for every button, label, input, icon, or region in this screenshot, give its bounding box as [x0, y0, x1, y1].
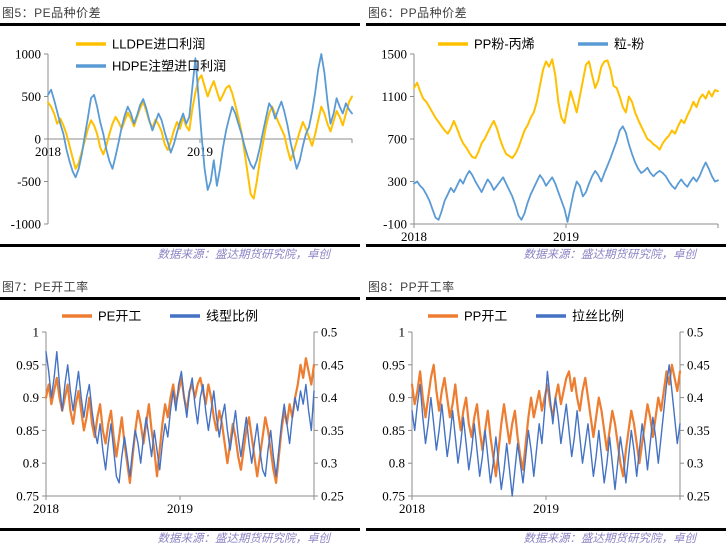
series-line-0 — [413, 58, 719, 160]
legend-label: LLDPE进口利润 — [112, 37, 205, 52]
x-axis-tick-label: 2019 — [167, 501, 193, 516]
y-axis-tick-label: 0 — [35, 132, 42, 147]
y-axis-tick-label: 1 — [33, 325, 40, 340]
figure-panel-pp-operating-rate: 图8：PP开工率 1 0.95 0.9 0.85 0.8 0.75 0.5 0.45 0.4 0.… — [366, 277, 726, 549]
series-line-0 — [47, 74, 353, 200]
footer-rule — [366, 244, 726, 247]
y-axis-tick-label: 0.75 — [16, 489, 39, 504]
figure-title: 图7：PE开工率 — [2, 280, 89, 294]
x-axis-tick-label: 2018 — [401, 229, 427, 244]
y-axis-tick-label: 0.25 — [687, 489, 710, 504]
legend-label: 拉丝比例 — [572, 309, 624, 324]
data-source-text: 数据来源：盛达期货研究院，卓创 — [157, 533, 331, 545]
footer-rule — [0, 528, 360, 531]
x-axis-tick-label: 2019 — [553, 229, 579, 244]
y-axis-tick-label: 0.35 — [687, 423, 710, 438]
pe-operating-rate-chart: 1 0.95 0.9 0.85 0.8 0.75 0.5 0.45 0.4 0.35 0.3 0.25… — [0, 300, 363, 528]
pp-operating-rate-chart: 1 0.95 0.9 0.85 0.8 0.75 0.5 0.45 0.4 0.35 0.3 0.25… — [366, 300, 726, 528]
figure-panel-pe-operating-rate: 图7：PE开工率 1 0.95 0.9 0.85 0.8 0.75 0.5 0.45 0.4 0.… — [0, 277, 363, 549]
series-line-1 — [47, 53, 353, 191]
y-axis-tick-label: 0.9 — [389, 390, 405, 405]
y-axis-tick-label: 0.5 — [687, 325, 703, 340]
figure-panel-pe-price-spread: 图5：PE品种价差 1000 500 0 -500 -1000 2018 2019 LLDPE… — [0, 3, 363, 265]
y-axis-tick-label: 0.25 — [321, 489, 344, 504]
legend-label: PP开工 — [464, 309, 507, 324]
y-axis-tick-label: 500 — [22, 89, 42, 104]
y-axis-tick-label: -1000 — [11, 217, 41, 232]
y-axis-tick-label: 1 — [399, 325, 406, 340]
y-axis-tick-label: 1100 — [381, 89, 407, 104]
legend-label: PP粉-丙烯 — [474, 37, 535, 52]
data-source-text: 数据来源：盛达期货研究院，卓创 — [157, 249, 331, 261]
y-axis-tick-label: 0.9 — [23, 390, 39, 405]
series-line-1 — [45, 351, 315, 484]
title-rule — [0, 23, 360, 26]
figure-grid: 图5：PE品种价差 1000 500 0 -500 -1000 2018 2019 LLDPE… — [0, 3, 726, 549]
y-axis-tick-label: 1500 — [381, 47, 407, 62]
y-axis-tick-label: 0.45 — [687, 357, 710, 372]
y-axis-tick-label: 700 — [388, 132, 408, 147]
x-axis-tick-label: 2019 — [187, 144, 213, 159]
y-axis-tick-label: 1000 — [15, 47, 41, 62]
pe-price-spread-chart: 1000 500 0 -500 -1000 2018 2019 LLDPE进口利润 HDPE注塑… — [0, 26, 363, 244]
y-axis-tick-label: 0.35 — [321, 423, 344, 438]
figure-panel-pp-price-spread: 图6：PP品种价差 1500 1100 700 300 -100 2018 2019 PP粉-… — [366, 3, 726, 265]
footer-rule — [366, 528, 726, 531]
y-axis-tick-label: 0.45 — [321, 357, 344, 372]
y-axis-tick-label: 0.95 — [16, 357, 39, 372]
y-axis-tick-label: -500 — [17, 174, 41, 189]
y-axis-tick-label: 0.3 — [687, 456, 703, 471]
legend-label: PE开工 — [98, 309, 141, 324]
legend-label: 粒-粉 — [614, 37, 644, 52]
y-axis-tick-label: 0.95 — [382, 357, 405, 372]
y-axis-tick-label: 0.75 — [382, 489, 405, 504]
legend-label: HDPE注塑进口利润 — [112, 59, 226, 74]
footer-rule — [0, 244, 360, 247]
y-axis-tick-label: 0.3 — [321, 456, 337, 471]
figure-title: 图8：PP开工率 — [368, 280, 455, 294]
y-axis-tick-label: 0.4 — [321, 390, 338, 405]
series-line-1 — [411, 364, 681, 497]
y-axis-tick-label: 0.5 — [321, 325, 337, 340]
y-axis-tick-label: 0.4 — [687, 390, 704, 405]
y-axis-tick-label: -100 — [383, 217, 407, 232]
x-axis-tick-label: 2018 — [33, 501, 59, 516]
data-source-text: 数据来源：盛达期货研究院，卓创 — [523, 533, 697, 545]
y-axis-tick-label: 0.8 — [389, 456, 405, 471]
y-axis-tick-label: 300 — [388, 174, 408, 189]
figure-title: 图5：PE品种价差 — [2, 6, 102, 20]
data-source-text: 数据来源：盛达期货研究院，卓创 — [523, 249, 697, 261]
legend-label: 线型比例 — [206, 309, 258, 324]
x-axis-tick-label: 2018 — [35, 144, 61, 159]
y-axis-tick-label: 0.85 — [16, 423, 39, 438]
series-line-1 — [413, 125, 719, 223]
title-rule — [366, 23, 726, 26]
x-axis-tick-label: 2018 — [399, 501, 425, 516]
title-rule — [366, 297, 726, 300]
y-axis-tick-label: 0.85 — [382, 423, 405, 438]
y-axis-tick-label: 0.8 — [23, 456, 39, 471]
figure-title: 图6：PP品种价差 — [368, 6, 468, 20]
title-rule — [0, 297, 360, 300]
x-axis-tick-label: 2019 — [533, 501, 559, 516]
